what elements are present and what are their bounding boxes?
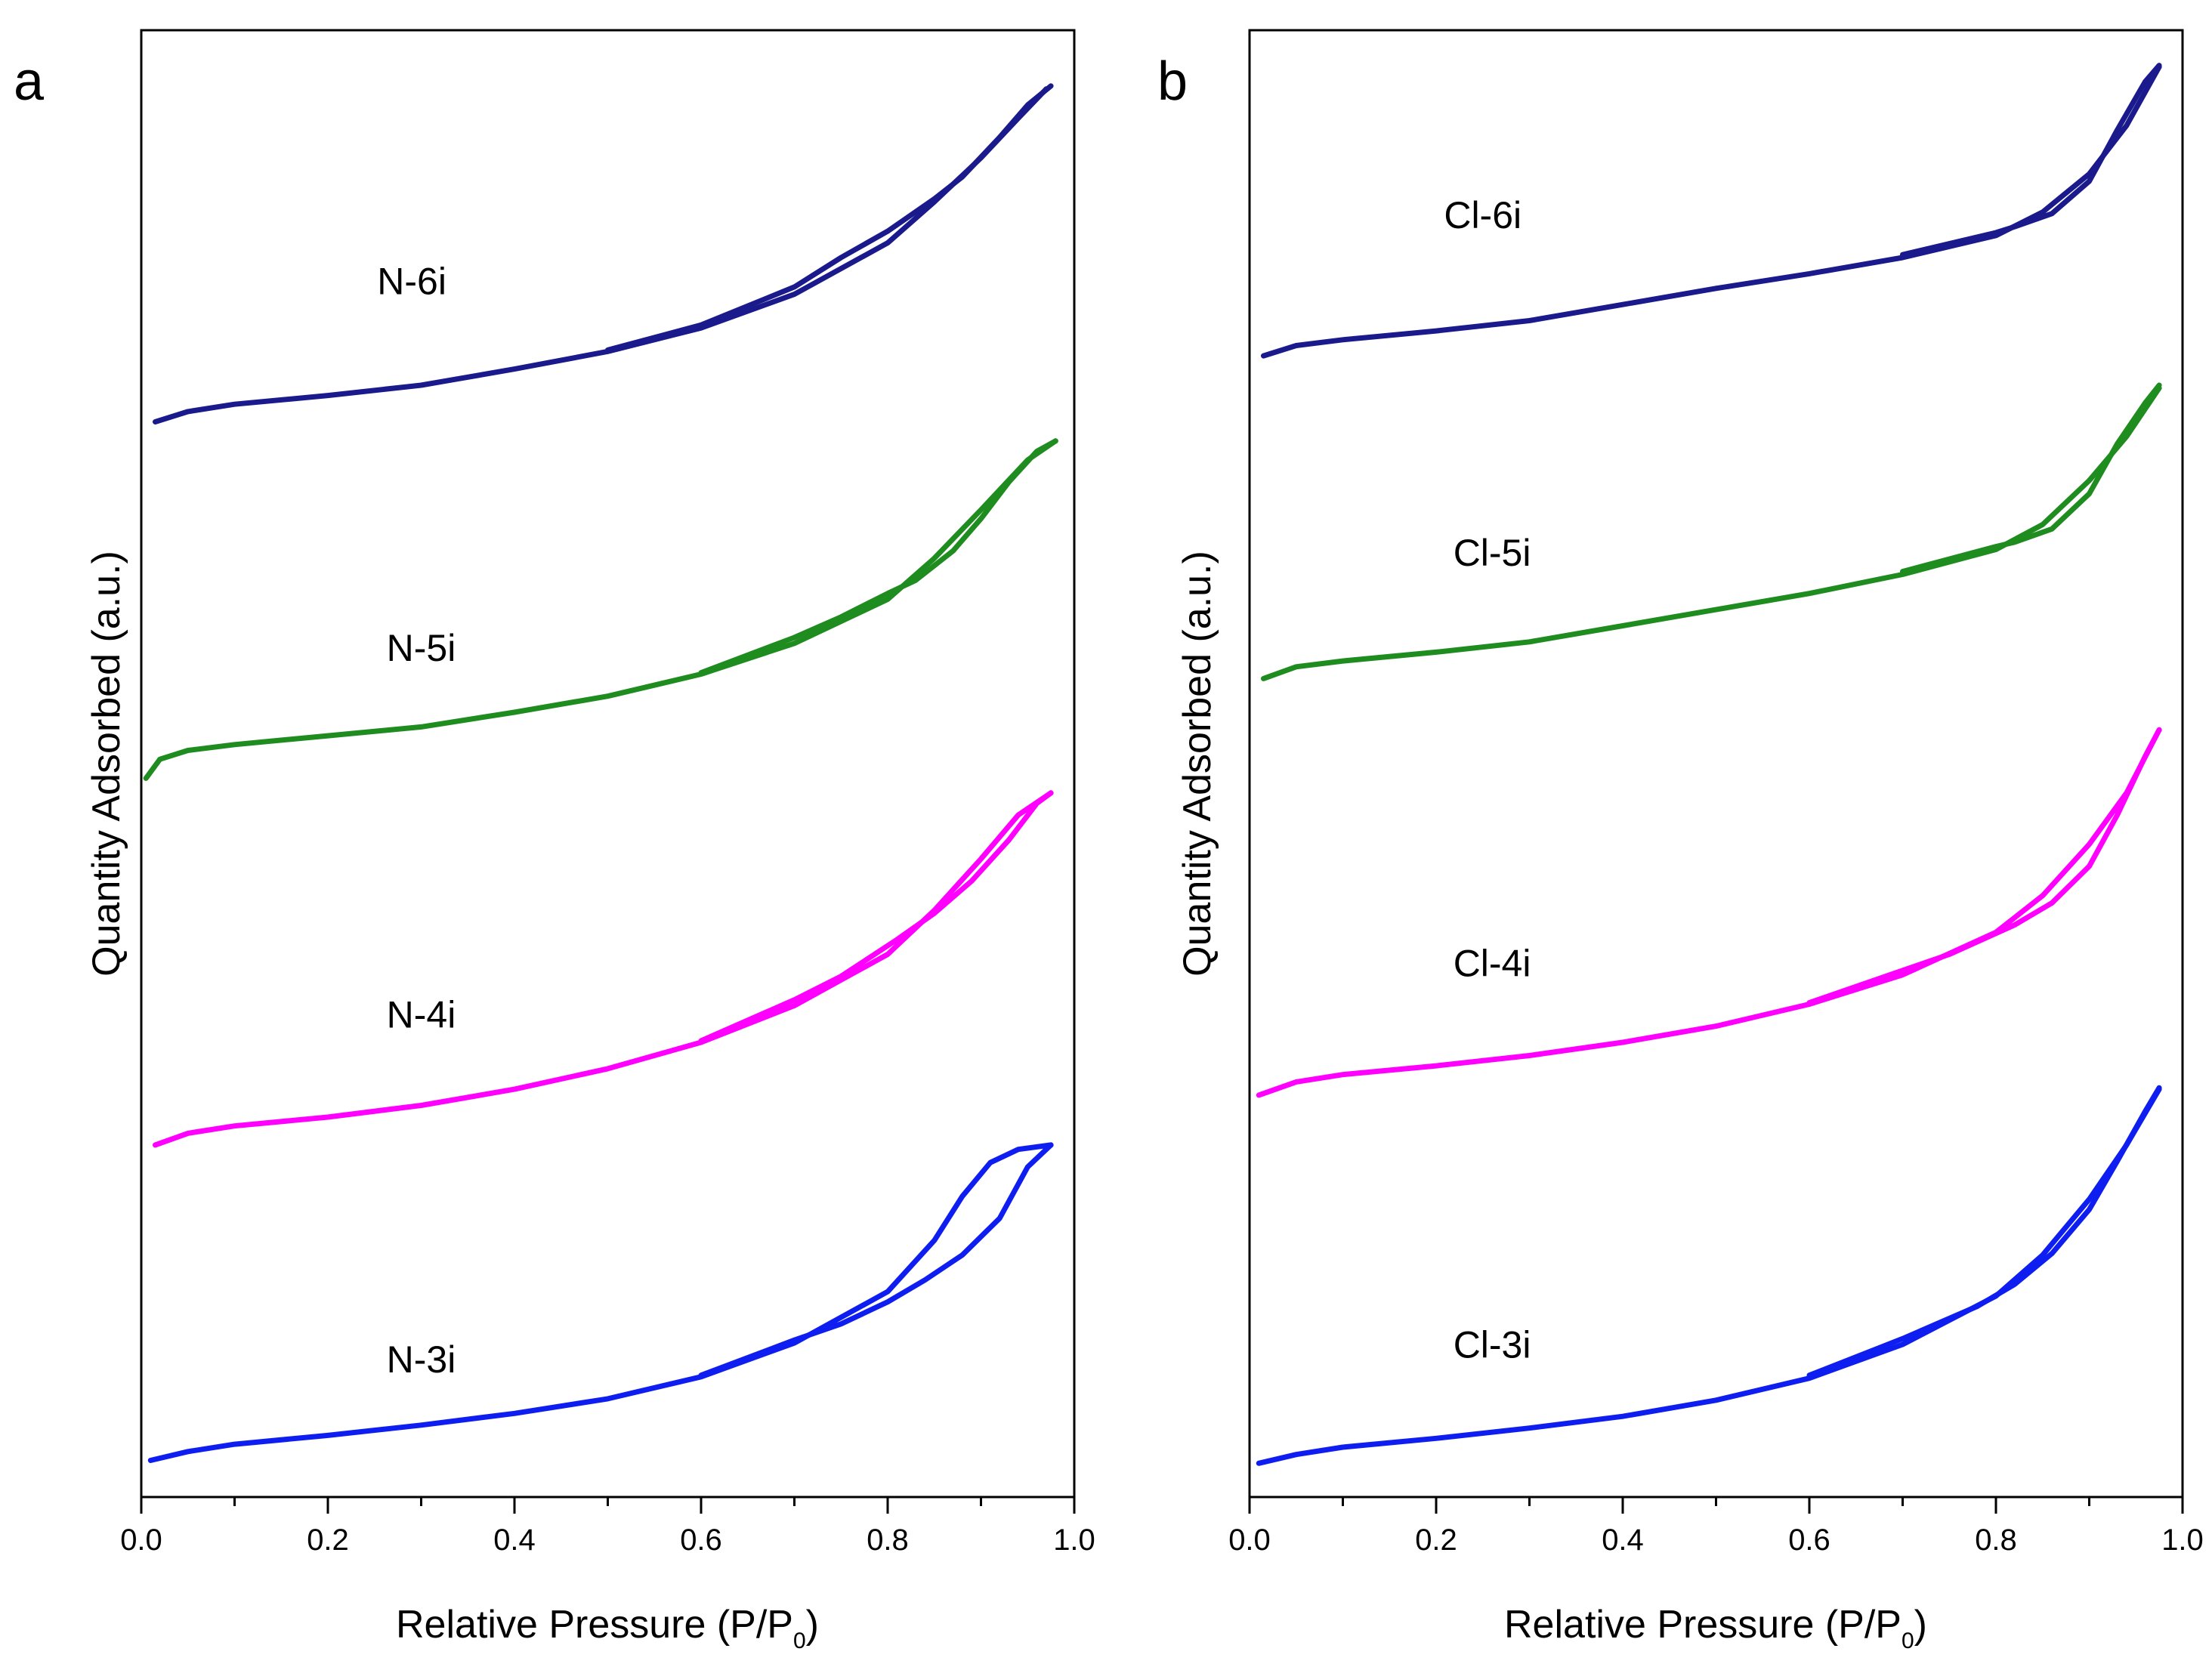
x-tick-label: 0.2 (307, 1523, 349, 1557)
adsorption-branch (153, 790, 1054, 1148)
series-label: N-6i (377, 261, 446, 303)
panel-a-plot-frame (140, 29, 1076, 1499)
series-n-4i: N-4i (153, 790, 1054, 1148)
desorption-branch (698, 438, 1058, 676)
panel-b-letter: b (1157, 51, 1188, 112)
desorption-branch (1900, 382, 2162, 575)
panel-a-ticks: 0.0 0.2 0.4 0.6 0.8 1.0 (120, 1497, 1095, 1557)
x-tick-label: 0.2 (1415, 1523, 1457, 1557)
series-label: Cl-3i (1454, 1324, 1531, 1366)
panel-a: a N-6i N-5i N-4i N-3i 0.0 0.2 0.4 0.6 0.8 1.0 Qu… (14, 29, 1095, 1653)
series-label: Cl-4i (1454, 943, 1531, 985)
desorption-branch (1900, 63, 2162, 258)
panel-a-x-axis-title: Relative Pressure (P/P0) (396, 1603, 819, 1653)
series-label: Cl-5i (1454, 532, 1531, 574)
series-label: N-5i (387, 627, 456, 669)
series-label: N-4i (387, 994, 456, 1036)
x-tick-label: 0.0 (1228, 1523, 1271, 1557)
panel-b-y-axis-title: Quantity Adsorbed (a.u.) (1176, 551, 1219, 977)
x-tick-label: 0.4 (1602, 1523, 1644, 1557)
series-label: N-3i (387, 1338, 456, 1381)
desorption-branch (1806, 1085, 2162, 1378)
x-tick-label: 0.6 (1788, 1523, 1830, 1557)
panel-a-letter: a (14, 51, 45, 112)
series-cl-3i: Cl-3i (1256, 1085, 2162, 1466)
adsorption-branch (143, 438, 1058, 781)
series-n-6i: N-6i (153, 83, 1054, 424)
panel-b-ticks: 0.0 0.2 0.4 0.6 0.8 1.0 (1228, 1497, 2204, 1557)
desorption-branch (698, 790, 1054, 1044)
series-cl-6i: Cl-6i (1261, 63, 2162, 359)
adsorption-branch (1256, 727, 2162, 1098)
adsorption-branch (153, 86, 1049, 424)
series-cl-4i: Cl-4i (1256, 727, 2162, 1098)
series-cl-5i: Cl-5i (1261, 382, 2162, 681)
panel-a-series: N-6i N-5i N-4i N-3i (143, 83, 1058, 1463)
x-tick-label: 0.8 (1975, 1523, 2017, 1557)
x-tick-label: 0.0 (120, 1523, 162, 1557)
desorption-branch (698, 1142, 1054, 1378)
x-tick-label: 0.6 (680, 1523, 722, 1557)
adsorption-branch (147, 1142, 1054, 1463)
series-n-3i: N-3i (147, 1142, 1054, 1463)
x-tick-label: 1.0 (1053, 1523, 1095, 1557)
x-tick-label: 0.4 (493, 1523, 536, 1557)
x-tick-label: 0.8 (867, 1523, 909, 1557)
panel-b-x-axis-title: Relative Pressure (P/P0) (1504, 1603, 1927, 1653)
panel-b-plot-frame (1248, 29, 2184, 1499)
desorption-branch (605, 83, 1054, 353)
adsorption-branch (1261, 385, 2162, 681)
series-label: Cl-6i (1444, 194, 1522, 236)
adsorption-branch (1261, 64, 2162, 359)
panel-a-y-axis-title: Quantity Adsorbed (a.u.) (85, 551, 128, 977)
panel-b-series: Cl-6i Cl-5i Cl-4i Cl-3i (1256, 63, 2162, 1466)
x-tick-label: 1.0 (2161, 1523, 2204, 1557)
series-n-5i: N-5i (143, 438, 1058, 781)
desorption-branch (1806, 727, 2162, 1005)
adsorption-branch (1256, 1086, 2162, 1466)
panel-b: b Cl-6i Cl-5i Cl-4i Cl-3i 0.0 0.2 0.4 0.6 0.8 1.… (1157, 29, 2204, 1653)
